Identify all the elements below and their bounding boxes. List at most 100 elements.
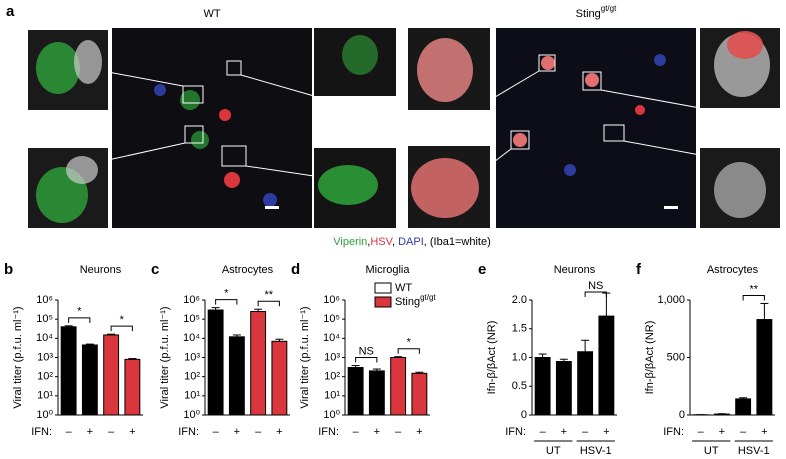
y-tick-label: 0.5 — [512, 380, 527, 392]
x-tick-label: + — [719, 426, 725, 438]
bar — [60, 326, 77, 416]
y-tick-label: 0 — [679, 409, 685, 421]
panel-letter: f — [636, 261, 642, 278]
y-tick-label: 10¹ — [184, 390, 200, 402]
x-tick-label: + — [129, 426, 135, 438]
bar — [368, 370, 385, 416]
y-tick-label: 10⁰ — [183, 409, 200, 421]
caption-part: , (Iba1=white) — [424, 236, 491, 248]
y-tick-label: 10⁵ — [183, 313, 200, 325]
caption-part: , — [392, 236, 398, 248]
caption-part: Viperin — [333, 236, 367, 248]
x-tick-label: – — [108, 426, 115, 438]
legend-sup: gt/gt — [420, 293, 436, 302]
y-tick-label: 2.0 — [512, 294, 527, 306]
y-tick-label: 10² — [324, 371, 340, 383]
significance-label: ** — [749, 283, 758, 295]
bar — [207, 309, 224, 416]
y-tick-label: 10⁶ — [323, 294, 340, 306]
y-tick-label: 1.5 — [512, 323, 527, 335]
y-tick-label: 10¹ — [324, 390, 340, 402]
x-tick-label: + — [276, 426, 282, 438]
x-tick-label: + — [603, 426, 609, 438]
bar — [555, 361, 572, 416]
y-tick-label: 10³ — [37, 351, 53, 363]
legend-label: Stinggt/gt — [395, 293, 436, 308]
y-tick-label: 10³ — [324, 351, 340, 363]
label-text: Sting — [576, 8, 601, 20]
y-tick-label: 10⁰ — [323, 409, 340, 421]
y-tick-label: 10⁶ — [36, 294, 53, 306]
x-axis-label: IFN: — [178, 426, 199, 438]
significance-bracket — [110, 325, 133, 332]
y-tick-label: 10⁴ — [183, 332, 200, 344]
y-tick-label: 10¹ — [37, 390, 53, 402]
significance-label: * — [224, 288, 229, 300]
y-axis-label: Ifn-β/βAct (NR) — [486, 321, 498, 395]
y-tick-label: 10⁵ — [36, 313, 53, 325]
panel-label: WT — [203, 8, 220, 20]
significance-bracket — [215, 299, 238, 305]
x-tick-label: – — [213, 426, 220, 438]
legend-swatch — [374, 296, 392, 308]
significance-label: ** — [264, 289, 273, 301]
y-axis-label: Viral titer (p.f.u. ml⁻¹) — [12, 306, 24, 408]
x-tick-label: + — [561, 426, 567, 438]
y-axis-label: Viral titer (p.f.u. ml⁻¹) — [159, 306, 171, 408]
legend-label: WT — [395, 282, 412, 294]
caption-part: HSV — [370, 236, 393, 248]
caption-part: DAPI — [398, 236, 424, 248]
y-tick-label: 10² — [37, 371, 53, 383]
significance-bracket — [742, 294, 765, 301]
group-label: UT — [704, 445, 719, 457]
bar — [390, 357, 407, 416]
group-label: HSV-1 — [738, 445, 770, 457]
y-axis-label: Ifn-β/βAct (NR) — [644, 321, 656, 395]
bar — [271, 340, 288, 416]
chart-title: Astrocytes — [222, 264, 274, 276]
y-tick-label: 10⁰ — [36, 409, 53, 421]
y-tick-label: 10⁶ — [183, 294, 200, 306]
y-tick-label: 10² — [184, 371, 200, 383]
x-axis-label: IFN: — [663, 426, 684, 438]
x-tick-label: – — [582, 426, 589, 438]
x-axis-label: IFN: — [505, 426, 526, 438]
panel-letter: e — [478, 261, 486, 278]
legend-swatch — [374, 282, 392, 294]
significance-label: NS — [359, 345, 374, 357]
significance-label: * — [77, 306, 82, 318]
significance-label: * — [407, 337, 412, 349]
bar — [81, 344, 98, 416]
significance-label: NS — [588, 280, 603, 292]
x-tick-label: – — [698, 426, 705, 438]
significance-bracket — [355, 357, 378, 363]
y-axis-label: Viral titer (p.f.u. ml⁻¹) — [299, 306, 311, 408]
bar — [577, 351, 594, 416]
x-tick-label: + — [416, 426, 422, 438]
significance-label: * — [120, 314, 125, 326]
x-tick-label: + — [761, 426, 767, 438]
chart-title: Astrocytes — [707, 264, 759, 276]
significance-bracket — [68, 317, 91, 323]
x-tick-label: + — [374, 426, 380, 438]
significance-bracket — [584, 291, 607, 297]
x-tick-label: – — [395, 426, 402, 438]
panel-letter: c — [151, 261, 159, 278]
y-tick-label: 1.0 — [512, 351, 527, 363]
panel-label: Stinggt/gt — [576, 4, 617, 20]
micrographs — [28, 28, 780, 228]
x-tick-label: – — [740, 426, 747, 438]
y-tick-label: 10³ — [184, 351, 200, 363]
panel-letter: b — [4, 261, 13, 278]
bar — [250, 311, 267, 416]
bar — [124, 358, 141, 416]
panel-letter: d — [291, 261, 300, 278]
legend-text: WT — [395, 282, 412, 294]
panel-letter: a — [6, 3, 15, 20]
bar — [411, 372, 428, 416]
label-sup: gt/gt — [601, 4, 617, 13]
x-tick-label: – — [255, 426, 262, 438]
chart-title: Microglia — [365, 264, 410, 276]
y-tick-label: 1,000 — [657, 294, 685, 306]
